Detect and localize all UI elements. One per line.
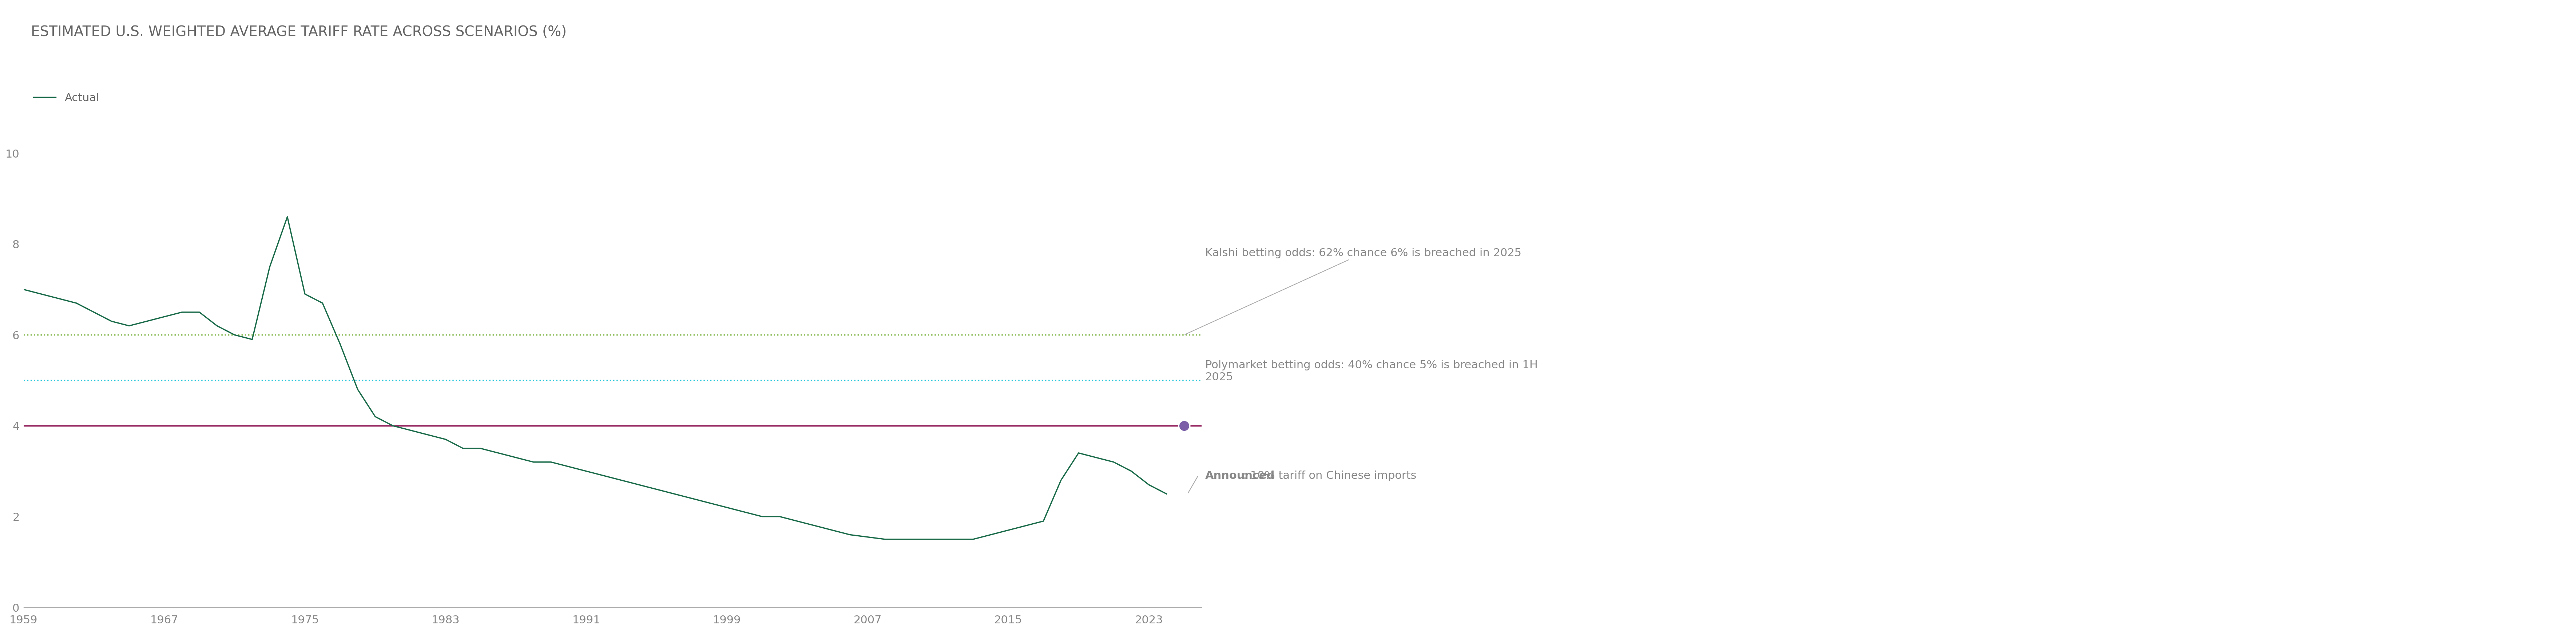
- Text: : 10% tariff on Chinese imports: : 10% tariff on Chinese imports: [1244, 471, 1417, 481]
- Legend: Actual: Actual: [28, 88, 103, 108]
- Text: Announced: Announced: [1206, 471, 1275, 481]
- Text: ESTIMATED U.S. WEIGHTED AVERAGE TARIFF RATE ACROSS SCENARIOS (%): ESTIMATED U.S. WEIGHTED AVERAGE TARIFF R…: [31, 25, 567, 39]
- Text: Kalshi betting odds: 62% chance 6% is breached in 2025: Kalshi betting odds: 62% chance 6% is br…: [1185, 248, 1522, 334]
- Text: Polymarket betting odds: 40% chance 5% is breached in 1H
2025: Polymarket betting odds: 40% chance 5% i…: [1206, 360, 1538, 382]
